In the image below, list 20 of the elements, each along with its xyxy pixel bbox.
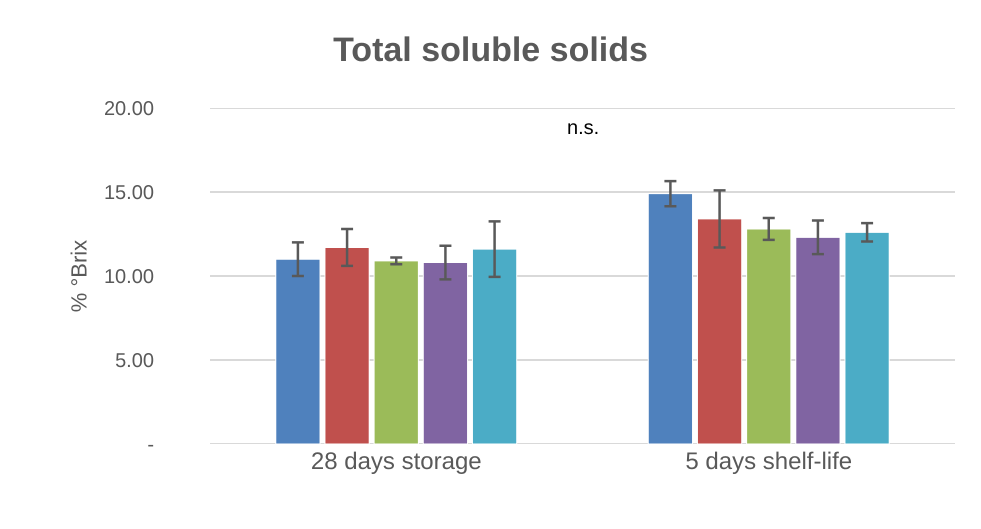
chart-title: Total soluble solids <box>333 30 648 69</box>
y-tick-label: - <box>147 434 154 456</box>
bar <box>324 246 370 444</box>
y-tick-label: 5.00 <box>115 350 154 372</box>
bar <box>648 193 694 444</box>
bar <box>275 258 321 444</box>
y-tick-label: 20.00 <box>104 98 154 120</box>
y-axis-title: % °Brix <box>66 240 92 312</box>
bar <box>844 232 890 444</box>
annotation: n.s. <box>567 117 600 139</box>
y-tick-label: 10.00 <box>104 266 154 288</box>
x-tick-label: 28 days storage <box>310 448 482 475</box>
bar <box>374 260 419 444</box>
bar <box>795 236 841 444</box>
x-tick-label: 5 days shelf-life <box>685 448 852 475</box>
bar <box>746 228 792 444</box>
bar <box>472 248 518 444</box>
bar <box>696 218 742 444</box>
y-tick-label: 15.00 <box>104 182 154 204</box>
bar <box>422 262 468 444</box>
